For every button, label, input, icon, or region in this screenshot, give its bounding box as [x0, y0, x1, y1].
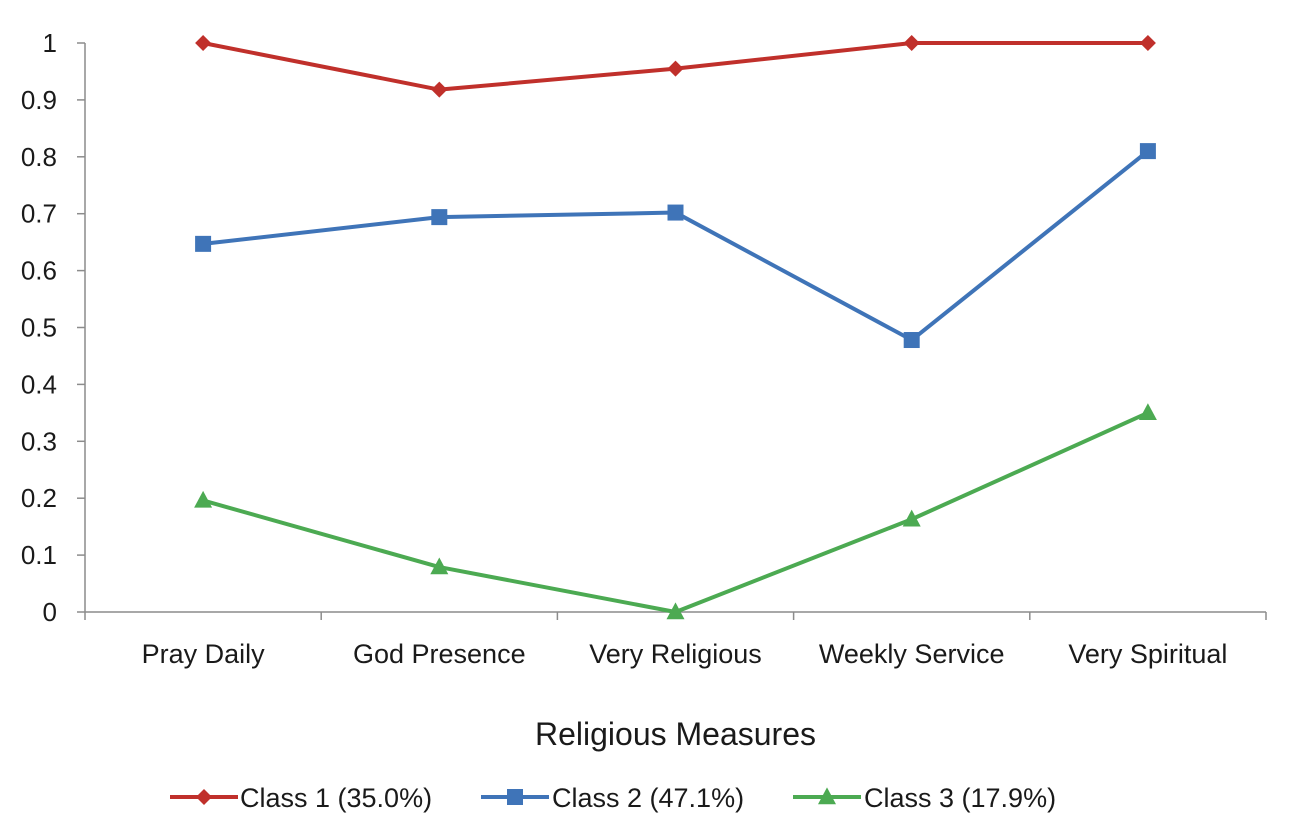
series-2: [195, 143, 1156, 349]
data-point: [194, 490, 213, 508]
y-tick-label: 0.9: [21, 85, 57, 115]
legend-label: Class 2 (47.1%): [552, 783, 744, 813]
y-tick-label: 0: [43, 597, 57, 627]
legend-marker: [818, 787, 836, 805]
y-tick-label: 0.8: [21, 142, 57, 172]
x-tick-label: Weekly Service: [819, 639, 1005, 669]
data-point: [195, 35, 212, 51]
y-tick-label: 0.1: [21, 540, 57, 570]
legend-item: Class 1 (35.0%): [170, 783, 432, 813]
legend-item: Class 2 (47.1%): [481, 783, 744, 813]
x-axis-title: Religious Measures: [535, 716, 816, 752]
legend-label: Class 1 (35.0%): [240, 783, 432, 813]
x-tick-label: God Presence: [353, 639, 526, 669]
legend-marker: [507, 789, 523, 805]
series-1: [195, 35, 1156, 98]
data-point: [431, 209, 448, 226]
chart-legend: Class 1 (35.0%) Class 2 (47.1%) Class 3 (1…: [170, 783, 1056, 813]
x-tick-label: Very Religious: [589, 639, 762, 669]
series-3: [194, 403, 1157, 620]
data-point: [667, 204, 684, 221]
y-tick-label: 0.2: [21, 483, 57, 513]
data-point: [430, 557, 449, 575]
chart-series: [194, 35, 1157, 620]
data-point: [667, 60, 684, 77]
data-point: [431, 81, 448, 98]
data-point: [1139, 35, 1156, 51]
legend-label: Class 3 (17.9%): [864, 783, 1056, 813]
series-line: [202, 149, 1150, 343]
y-tick-label: 1: [43, 28, 57, 58]
data-point: [903, 35, 920, 51]
y-tick-label: 0.5: [21, 313, 57, 343]
data-point: [666, 602, 685, 620]
y-tick-label: 0.6: [21, 256, 57, 286]
x-tick-label: Very Spiritual: [1068, 639, 1227, 669]
data-point: [903, 332, 920, 349]
data-point: [1139, 143, 1156, 160]
data-point: [902, 509, 921, 527]
y-tick-label: 0.4: [21, 369, 57, 399]
chart-axes: 0 0.1 0.2 0.3 0.4 0.5 0.6 0.7 0.8 0.9 1 Pray Daily G…: [21, 28, 1267, 669]
legend-item: Class 3 (17.9%): [793, 783, 1056, 813]
x-tick-label: Pray Daily: [142, 639, 266, 669]
legend-marker: [196, 789, 212, 805]
y-tick-label: 0.3: [21, 426, 57, 456]
series-line: [202, 411, 1149, 614]
y-tick-label: 0.7: [21, 199, 57, 229]
data-point: [195, 235, 212, 252]
data-point: [1138, 403, 1157, 421]
